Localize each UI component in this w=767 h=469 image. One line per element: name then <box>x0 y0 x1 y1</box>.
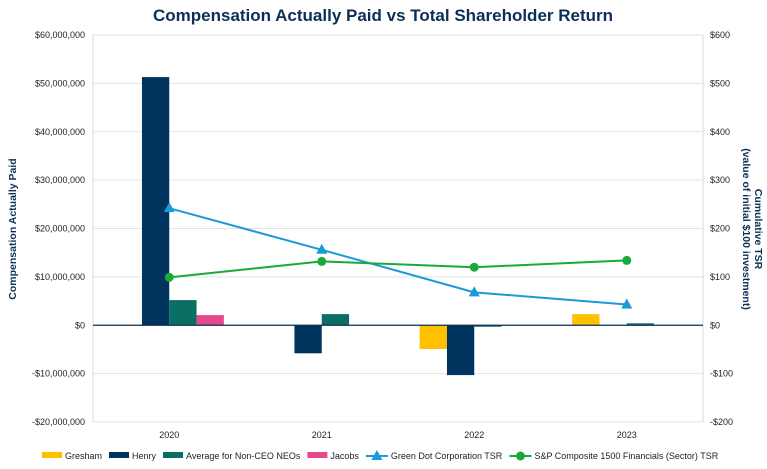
bar-gresham-2022 <box>419 325 447 349</box>
bar-henry-2022 <box>446 325 475 376</box>
x-tick-label: 2023 <box>617 430 637 440</box>
y-tick-label: $10,000,000 <box>35 272 85 282</box>
legend-marker-circle-icon <box>515 451 525 461</box>
y2-tick-label: -$100 <box>710 369 733 379</box>
legend-label: Jacobs <box>330 451 359 461</box>
y-tick-label: $0 <box>75 320 85 330</box>
y2-tick-label: $500 <box>710 78 730 88</box>
x-tick-label: 2020 <box>159 430 179 440</box>
bar-average-for-non-ceo-neos-2022 <box>474 325 502 327</box>
line-point-1-2021 <box>317 256 327 266</box>
legend-swatch <box>163 452 184 458</box>
bar-average-for-non-ceo-neos-2020 <box>169 300 197 326</box>
y-axis-label: Compensation Actually Paid <box>7 158 19 299</box>
y2-axis-label-line2: (value of initial $100 investment) <box>740 148 752 310</box>
legend-label: S&P Composite 1500 Financials (Sector) T… <box>534 451 718 461</box>
y2-tick-label: -$200 <box>710 417 733 427</box>
line-point-0-2022 <box>468 286 480 297</box>
y-tick-label: $30,000,000 <box>35 175 85 185</box>
y-tick-label: -$20,000,000 <box>32 417 85 427</box>
y2-tick-label: $300 <box>710 175 730 185</box>
line-point-1-2022 <box>469 262 479 272</box>
x-tick-label: 2021 <box>312 430 332 440</box>
y2-tick-label: $0 <box>710 320 720 330</box>
legend-label: Average for Non-CEO NEOs <box>186 451 301 461</box>
y-tick-label: $20,000,000 <box>35 224 85 234</box>
y2-tick-label: $100 <box>710 272 730 282</box>
y-tick-label: $60,000,000 <box>35 30 85 40</box>
line-series-0 <box>168 207 627 306</box>
bar-henry-2020 <box>141 77 170 326</box>
legend-marker-triangle-icon <box>371 450 383 460</box>
legend-label: Green Dot Corporation TSR <box>391 451 503 461</box>
y-tick-label: -$10,000,000 <box>32 369 85 379</box>
line-point-1-2023 <box>622 255 632 265</box>
y2-tick-label: $600 <box>710 30 730 40</box>
line-series-1 <box>169 259 627 279</box>
y-tick-label: $50,000,000 <box>35 78 85 88</box>
legend-swatch <box>307 452 328 458</box>
line-point-0-2023 <box>621 298 633 309</box>
legend-swatch <box>42 452 62 458</box>
y2-tick-label: $200 <box>710 224 730 234</box>
bar-jacobs-2020 <box>196 315 224 326</box>
bar-average-for-non-ceo-neos-2023 <box>626 323 655 326</box>
bar-gresham-2023 <box>572 314 600 326</box>
y2-tick-label: $400 <box>710 127 730 137</box>
x-tick-label: 2022 <box>464 430 484 440</box>
line-point-0-2020 <box>163 202 175 213</box>
y2-axis-label-line1: Cumulative TSR <box>752 189 764 270</box>
legend-label: Henry <box>132 451 157 461</box>
legend-label: Gresham <box>65 451 102 461</box>
line-point-1-2020 <box>164 272 174 282</box>
bar-henry-2021 <box>294 325 322 354</box>
chart-title: Compensation Actually Paid vs Total Shar… <box>153 6 613 25</box>
line-point-0-2021 <box>316 243 328 254</box>
legend-swatch <box>109 452 130 458</box>
y-tick-label: $40,000,000 <box>35 127 85 137</box>
bar-average-for-non-ceo-neos-2021 <box>321 314 350 326</box>
